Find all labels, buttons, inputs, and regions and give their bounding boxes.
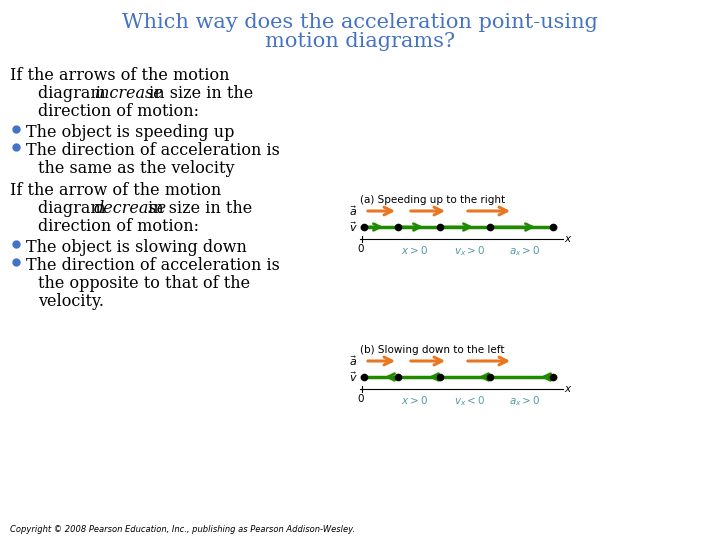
Text: $x>0$: $x>0$ xyxy=(402,244,428,256)
Text: $x>0$: $x>0$ xyxy=(402,394,428,406)
Text: x: x xyxy=(564,384,570,394)
Text: motion diagrams?: motion diagrams? xyxy=(265,32,455,51)
Text: Copyright © 2008 Pearson Education, Inc., publishing as Pearson Addison-Wesley.: Copyright © 2008 Pearson Education, Inc.… xyxy=(10,525,355,534)
Text: in size in the: in size in the xyxy=(143,200,252,217)
Text: in size in the: in size in the xyxy=(144,85,253,102)
Text: $\vec{a}$: $\vec{a}$ xyxy=(349,354,358,368)
Text: The direction of acceleration is: The direction of acceleration is xyxy=(26,142,280,159)
Text: (a) Speeding up to the right: (a) Speeding up to the right xyxy=(360,195,505,205)
Text: $\vec{v}$: $\vec{v}$ xyxy=(349,220,358,234)
Text: decrease: decrease xyxy=(94,200,167,217)
Text: $a_x>0$: $a_x>0$ xyxy=(509,244,541,258)
Text: velocity.: velocity. xyxy=(38,293,104,310)
Text: (b) Slowing down to the left: (b) Slowing down to the left xyxy=(360,345,505,355)
Text: The object is slowing down: The object is slowing down xyxy=(26,239,247,256)
Text: x: x xyxy=(564,234,570,244)
Text: Which way does the acceleration point-using: Which way does the acceleration point-us… xyxy=(122,13,598,32)
Text: direction of motion:: direction of motion: xyxy=(38,103,199,120)
Text: 0: 0 xyxy=(358,394,364,404)
Text: $v_x>0$: $v_x>0$ xyxy=(454,244,486,258)
Text: The object is speeding up: The object is speeding up xyxy=(26,124,235,141)
Text: $a_x>0$: $a_x>0$ xyxy=(509,394,541,408)
Text: the opposite to that of the: the opposite to that of the xyxy=(38,275,250,292)
Text: The direction of acceleration is: The direction of acceleration is xyxy=(26,257,280,274)
Text: diagram: diagram xyxy=(38,200,111,217)
Text: $\vec{a}$: $\vec{a}$ xyxy=(349,204,358,218)
Text: $v_x<0$: $v_x<0$ xyxy=(454,394,486,408)
Text: 0: 0 xyxy=(358,244,364,254)
Text: the same as the velocity: the same as the velocity xyxy=(38,160,235,177)
Text: If the arrow of the motion: If the arrow of the motion xyxy=(10,182,221,199)
Text: diagram: diagram xyxy=(38,85,111,102)
Text: If the arrows of the motion: If the arrows of the motion xyxy=(10,67,230,84)
Text: $\vec{v}$: $\vec{v}$ xyxy=(349,370,358,384)
Text: direction of motion:: direction of motion: xyxy=(38,218,199,235)
Text: increase: increase xyxy=(94,85,163,102)
